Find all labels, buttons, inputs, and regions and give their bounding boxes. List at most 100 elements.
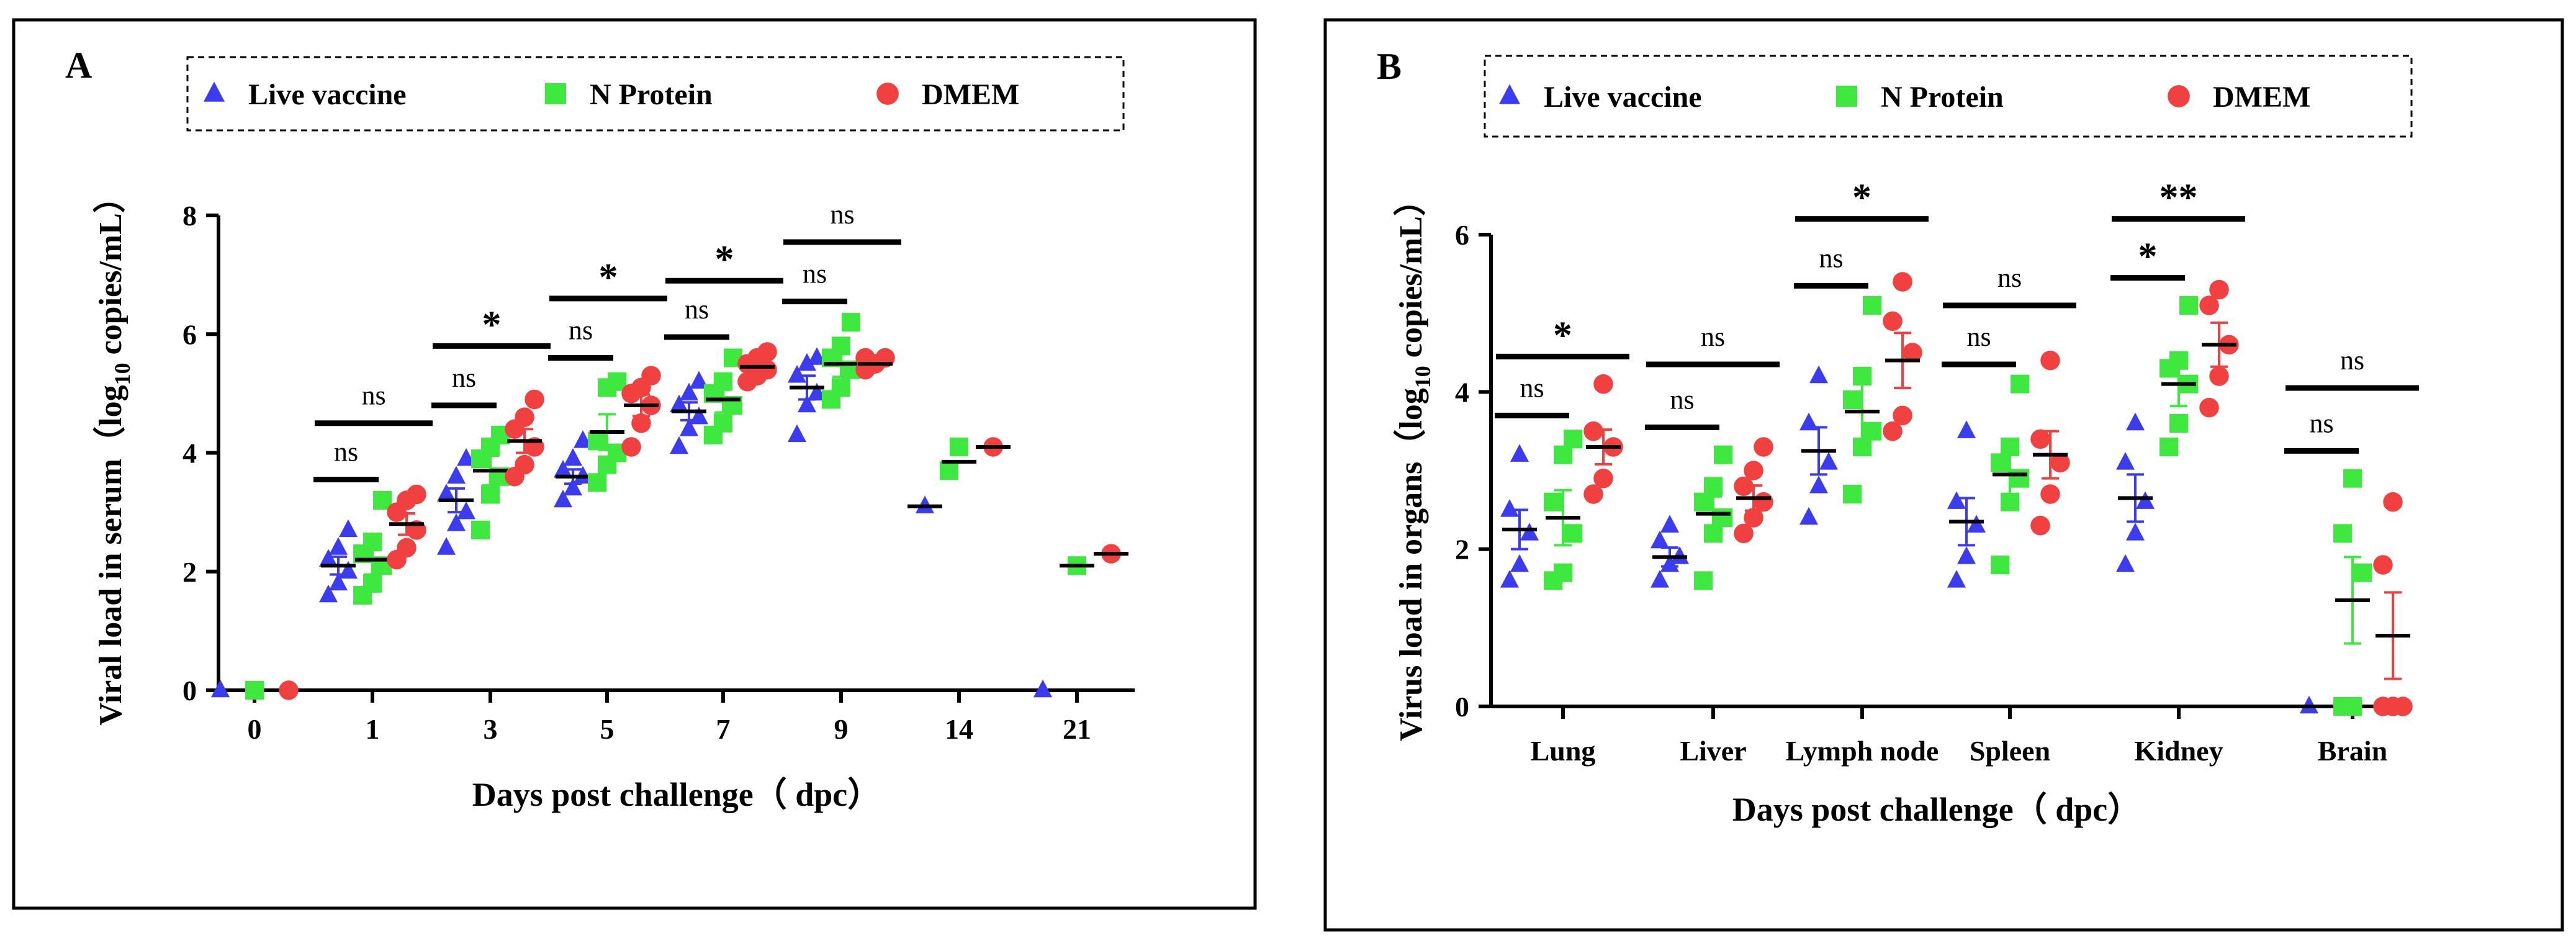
y-tick-label: 8	[182, 200, 197, 232]
data-point	[2353, 563, 2372, 582]
data-point	[1853, 367, 1871, 385]
data-point	[1714, 508, 1732, 527]
data-point	[1544, 492, 1562, 512]
x-tick-label: Spleen	[1970, 735, 2050, 767]
significance-label: ns	[452, 363, 476, 393]
data-point	[1554, 563, 1572, 582]
data-point	[621, 437, 641, 457]
legend-marker	[1836, 86, 1857, 107]
x-tick-label: Kidney	[2134, 735, 2223, 767]
data-point	[1957, 546, 1976, 564]
data-point	[319, 584, 338, 603]
panel-b: B Live vaccine N Protein DMEM 0 2 4 6 Lung Liver L…	[1323, 18, 2564, 932]
y-tick-label: 6	[1455, 219, 1469, 251]
significance-label: *	[482, 304, 502, 346]
data-point	[1991, 453, 2009, 472]
data-point	[2159, 438, 2178, 456]
data-point	[1799, 412, 1818, 431]
y-axis-label: Viral load in serum（log10 copies/mL）	[92, 181, 135, 726]
data-point	[1583, 484, 1603, 504]
data-point	[2179, 296, 2198, 315]
y-tick-label: 4	[182, 438, 197, 469]
data-point	[245, 681, 264, 700]
data-point	[1893, 272, 1912, 292]
x-tick-label: Lymph node	[1786, 735, 1939, 767]
data-point	[1500, 499, 1519, 517]
data-point	[1819, 452, 1838, 470]
data-point	[2116, 554, 2135, 572]
data-point	[329, 572, 348, 591]
significance-label: *	[1553, 314, 1572, 356]
data-point	[631, 413, 651, 433]
data-point	[481, 485, 500, 504]
data-point	[2343, 697, 2362, 716]
significance-label: *	[2138, 236, 2158, 278]
data-point	[1500, 570, 1519, 588]
data-point	[1883, 421, 1903, 441]
data-point	[2126, 412, 2145, 431]
data-point	[2030, 515, 2050, 536]
data-point	[457, 501, 475, 520]
data-point	[1863, 296, 1881, 315]
data-point	[564, 477, 582, 496]
data-point	[940, 461, 958, 480]
data-point	[2040, 350, 2060, 371]
data-point	[1754, 492, 1773, 512]
legend-marker	[1499, 84, 1520, 104]
data-point	[1799, 507, 1818, 525]
legend-entry: N Protein	[590, 78, 713, 111]
significance-label: *	[715, 238, 734, 281]
data-point	[2030, 429, 2050, 449]
y-axis-label-subscript: 10	[110, 363, 135, 385]
data-point	[1883, 311, 1903, 331]
significance-label: ns	[830, 199, 854, 230]
data-point	[1520, 523, 1539, 541]
data-point	[1034, 679, 1052, 698]
data-point	[798, 353, 816, 371]
legend-entry: DMEM	[2213, 81, 2310, 114]
legend-marker	[876, 83, 899, 105]
data-point	[1809, 365, 1828, 384]
data-point	[608, 372, 626, 391]
significance-label: ns	[1670, 384, 1694, 415]
data-point	[525, 389, 544, 410]
significance-label: ns	[2340, 345, 2364, 376]
data-point	[1754, 437, 1773, 457]
data-point	[690, 406, 708, 425]
data-point	[1903, 343, 1922, 363]
data-point	[788, 364, 806, 383]
data-point	[2136, 491, 2155, 509]
data-point	[1744, 461, 1763, 480]
data-point	[2209, 366, 2229, 386]
data-point	[1660, 515, 1679, 533]
data-point	[1593, 468, 1613, 489]
data-point	[1583, 421, 1603, 441]
x-tick-label: 14	[945, 713, 973, 745]
data-point	[950, 437, 968, 456]
y-axis-label-part: Virus load in organs（log	[1393, 388, 1429, 741]
legend-marker	[204, 81, 225, 102]
data-point	[680, 418, 698, 436]
significance-label: ns	[2309, 408, 2333, 438]
data-point	[1510, 444, 1529, 462]
data-point	[2011, 469, 2029, 488]
data-point	[1967, 515, 1986, 533]
data-point	[211, 679, 230, 698]
data-point	[714, 413, 732, 433]
data-point	[2011, 374, 2029, 394]
y-tick-label: 2	[1455, 534, 1469, 566]
data-point	[471, 520, 490, 539]
y-axis-label: Virus load in organs（log10 copies/mL）	[1393, 184, 1435, 741]
legend-box	[1484, 55, 2413, 138]
data-point	[2333, 524, 2352, 543]
y-tick-label: 0	[1455, 691, 1469, 723]
data-point	[564, 448, 582, 466]
data-point	[437, 537, 456, 555]
data-point	[447, 513, 466, 531]
significance-label: ns	[334, 437, 358, 467]
significance-label: **	[2159, 177, 2198, 219]
data-point	[670, 436, 688, 454]
data-point	[515, 407, 534, 427]
y-tick-label: 6	[182, 318, 197, 350]
data-point	[2050, 453, 2070, 473]
